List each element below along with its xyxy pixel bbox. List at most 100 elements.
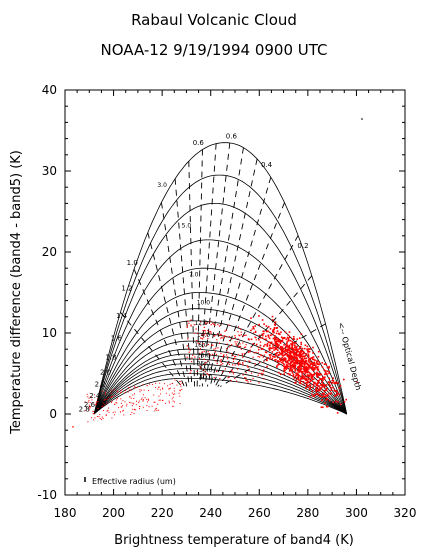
data-point <box>250 338 253 341</box>
data-point <box>289 349 291 351</box>
data-point <box>264 330 266 332</box>
data-point <box>133 387 135 389</box>
data-point <box>244 360 246 362</box>
data-point <box>317 380 319 382</box>
data-point <box>289 339 292 342</box>
data-point <box>255 343 258 346</box>
data-point <box>226 347 228 350</box>
data-point <box>140 389 142 391</box>
data-point <box>191 357 193 359</box>
data-point <box>317 368 320 371</box>
data-point <box>249 360 251 363</box>
data-point <box>257 352 259 354</box>
data-point <box>171 398 173 400</box>
data-point <box>302 375 305 377</box>
data-point <box>306 380 309 383</box>
data-point <box>234 357 236 360</box>
data-point <box>234 341 236 343</box>
data-point <box>155 387 157 389</box>
data-point <box>312 383 315 386</box>
data-point <box>299 362 302 365</box>
data-point <box>213 335 215 337</box>
data-point <box>226 358 229 360</box>
data-point <box>307 354 310 357</box>
data-point <box>321 399 323 402</box>
data-point <box>86 393 88 395</box>
data-point <box>319 386 321 389</box>
data-point <box>228 363 231 365</box>
data-point <box>307 368 310 370</box>
data-point <box>285 363 288 366</box>
y-tick-label: 30 <box>42 164 57 178</box>
data-point <box>117 397 119 399</box>
data-point <box>146 398 148 400</box>
data-point <box>133 393 135 395</box>
data-point <box>213 357 215 359</box>
data-point <box>254 325 257 327</box>
data-point <box>178 392 180 394</box>
data-point <box>304 369 307 372</box>
data-point <box>169 388 171 390</box>
data-point <box>307 350 310 352</box>
data-point <box>115 402 117 404</box>
data-point <box>313 362 316 365</box>
data-point <box>293 365 296 368</box>
data-point <box>288 355 291 357</box>
data-point <box>121 406 123 408</box>
data-point <box>326 395 329 397</box>
data-point <box>328 399 331 402</box>
optical-depth-value-label: 0.4 <box>261 161 273 169</box>
data-point <box>316 371 318 374</box>
data-point <box>302 368 304 370</box>
data-point <box>267 330 269 333</box>
data-point <box>312 346 314 349</box>
data-point <box>315 390 317 393</box>
data-point <box>105 398 107 400</box>
data-point <box>302 352 305 355</box>
data-point <box>312 378 315 381</box>
data-point <box>301 364 303 366</box>
data-point <box>116 390 118 392</box>
data-point <box>209 354 211 356</box>
data-point <box>323 385 325 388</box>
data-point <box>89 407 91 409</box>
data-point <box>272 343 275 346</box>
data-point <box>114 411 116 413</box>
data-point <box>237 362 239 364</box>
data-point <box>111 396 113 398</box>
data-point <box>298 367 301 369</box>
data-point <box>336 392 339 395</box>
data-point <box>324 371 327 374</box>
data-point <box>292 373 295 376</box>
data-point <box>133 403 135 405</box>
data-point <box>317 369 319 372</box>
data-point <box>292 364 295 367</box>
data-point <box>247 381 249 383</box>
data-point <box>212 353 214 355</box>
data-point <box>302 377 304 380</box>
data-point <box>125 390 127 392</box>
data-point <box>301 357 304 359</box>
data-point <box>87 401 89 403</box>
interior-label: 10.0 <box>197 300 211 307</box>
data-point <box>88 409 90 411</box>
data-point <box>300 370 303 373</box>
data-point <box>343 400 346 403</box>
data-point <box>204 329 206 332</box>
data-point <box>112 411 114 413</box>
data-point <box>93 413 95 415</box>
data-point <box>158 395 160 397</box>
data-point <box>103 409 105 411</box>
data-point <box>312 386 314 388</box>
data-point <box>274 337 277 339</box>
data-point <box>316 362 318 365</box>
data-point <box>317 393 319 396</box>
data-point <box>148 399 150 401</box>
data-point <box>168 402 170 404</box>
data-point <box>92 413 94 415</box>
data-point <box>255 330 257 332</box>
data-point <box>293 342 296 344</box>
data-point <box>281 340 284 343</box>
data-point <box>303 370 306 373</box>
data-point <box>231 338 233 340</box>
